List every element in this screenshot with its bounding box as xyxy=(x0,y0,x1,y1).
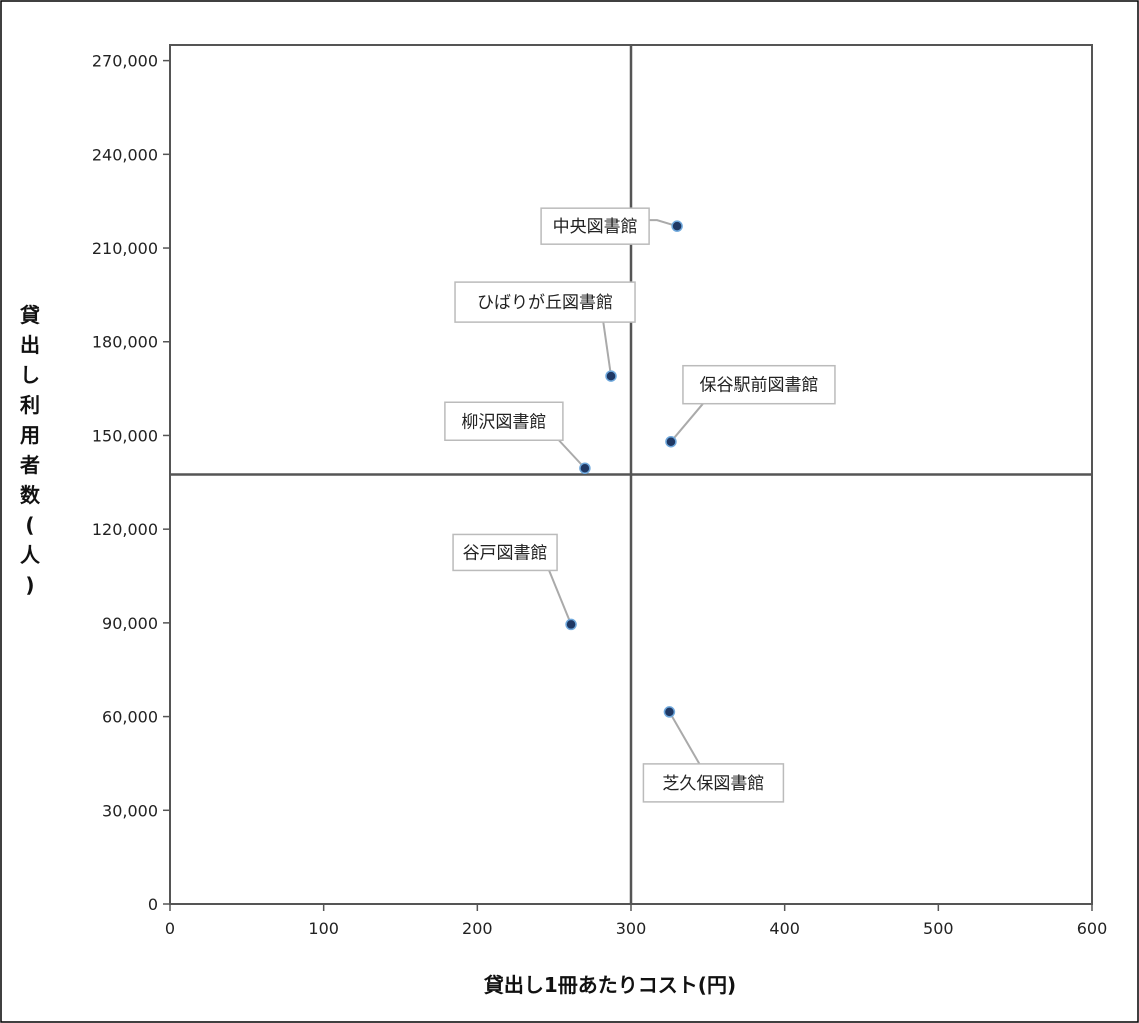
data-point-group: 芝久保図書館 xyxy=(642,706,785,803)
leader-line xyxy=(649,219,678,228)
x-tick-label: 100 xyxy=(308,919,339,938)
x-tick-label: 600 xyxy=(1077,919,1108,938)
data-point xyxy=(671,220,683,232)
y-tick-label: 60,000 xyxy=(102,708,158,727)
y-tick-label: 240,000 xyxy=(92,145,158,164)
point-label: 谷戸図書館 xyxy=(463,543,548,563)
label-box xyxy=(454,281,636,323)
data-point xyxy=(663,706,676,718)
point-label: 柳沢図書館 xyxy=(461,412,546,432)
label-box xyxy=(642,763,785,803)
label-box xyxy=(444,401,564,442)
y-tick-label: 180,000 xyxy=(92,333,158,352)
y-tick-label: 0 xyxy=(148,895,158,914)
point-label: 芝久保図書館 xyxy=(662,774,764,794)
x-tick-label: 400 xyxy=(769,919,800,938)
leader-line xyxy=(548,570,572,625)
label-box xyxy=(540,207,650,245)
x-axis-title: 貸出し1冊あたりコスト(円) xyxy=(483,973,736,997)
x-tick-label: 0 xyxy=(165,919,175,938)
point-label: 中央図書館 xyxy=(553,217,638,237)
point-label: 保谷駅前図書館 xyxy=(699,376,818,396)
y-tick-label: 150,000 xyxy=(92,426,158,445)
x-tick-label: 200 xyxy=(462,919,493,938)
y-tick-label: 120,000 xyxy=(92,520,158,539)
data-point xyxy=(605,370,617,382)
label-box xyxy=(682,364,836,405)
leader-line xyxy=(670,403,704,443)
x-tick-label: 500 xyxy=(923,919,954,938)
point-label: ひばりが丘図書館 xyxy=(477,293,613,313)
reference-lines xyxy=(170,45,1092,904)
leader-line xyxy=(558,439,586,469)
data-point-group: 柳沢図書館 xyxy=(444,401,591,475)
y-tick-label: 270,000 xyxy=(92,52,158,71)
data-point-group: ひばりが丘図書館 xyxy=(454,281,636,382)
y-axis-title: 貸出し利用者数(人) xyxy=(19,303,41,597)
data-point-group: 保谷駅前図書館 xyxy=(665,364,836,448)
y-tick-label: 210,000 xyxy=(92,239,158,258)
y-tick-label: 30,000 xyxy=(102,801,158,820)
data-point xyxy=(665,435,677,448)
leader-line xyxy=(668,711,701,765)
data-point-group: 谷戸図書館 xyxy=(452,533,577,631)
y-tick-label: 90,000 xyxy=(102,614,158,633)
data-point xyxy=(565,618,577,631)
leader-line xyxy=(602,319,613,377)
x-tick-label: 300 xyxy=(616,919,647,938)
ticks-layer: 0 100 200 300 400 500 600 0 30,000 60,000 90,000 12… xyxy=(92,52,1107,938)
data-point xyxy=(579,462,591,475)
label-box xyxy=(452,533,558,572)
data-point-group: 中央図書館 xyxy=(540,207,683,245)
